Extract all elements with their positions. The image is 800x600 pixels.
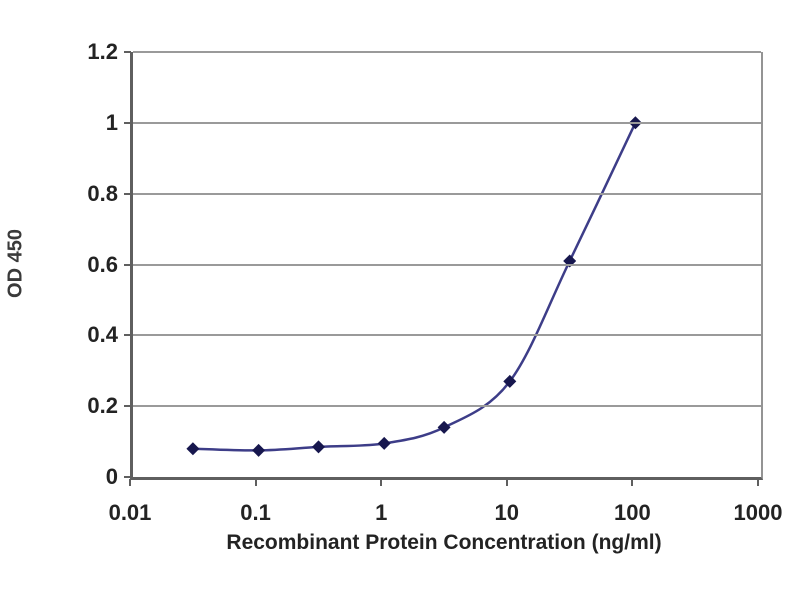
x-tick-label: 1000 (733, 500, 783, 525)
y-tick-label: 1.2 (87, 39, 118, 64)
data-point-marker (377, 436, 391, 450)
x-tick-mark (129, 479, 131, 486)
x-tick-label: 0.1 (240, 500, 271, 525)
y-tick-label: 0.6 (87, 251, 118, 277)
series-line (192, 122, 637, 452)
plot-area (130, 51, 763, 480)
y-tick-mark (124, 334, 131, 337)
x-tick-mark (631, 479, 634, 486)
data-point-marker (312, 440, 325, 454)
gridline (133, 192, 761, 195)
x-tick-label: 0.01 (108, 500, 152, 525)
data-point-marker (503, 374, 517, 388)
gridline (133, 121, 761, 124)
data-point-marker (437, 420, 451, 434)
gridline (133, 51, 761, 53)
x-axis-title: Recombinant Protein Concentration (ng/ml… (226, 531, 662, 554)
gridline (133, 405, 761, 408)
data-point-marker (563, 254, 577, 268)
y-tick-mark (124, 192, 131, 195)
y-tick-label: 0.4 (87, 322, 118, 348)
y-tick-label: 0 (105, 464, 118, 489)
data-point-marker (186, 442, 200, 456)
y-tick-mark (124, 263, 131, 266)
x-tick-mark (380, 479, 383, 486)
y-tick-label: 0.2 (87, 393, 118, 419)
x-tick-mark (254, 479, 257, 486)
x-tick-label: 1 (375, 500, 388, 525)
y-tick-label: 0.8 (87, 180, 118, 206)
y-tick-mark (124, 476, 131, 478)
y-tick-mark (124, 405, 131, 408)
x-tick-label: 10 (494, 500, 520, 525)
y-tick-mark (124, 51, 131, 53)
gridline (133, 263, 761, 266)
y-tick-mark (124, 121, 131, 124)
data-point-marker (252, 443, 266, 457)
gridline (133, 334, 761, 337)
x-tick-mark (505, 479, 508, 486)
y-tick-label: 1 (105, 109, 118, 135)
x-tick-label: 100 (614, 500, 651, 525)
x-tick-mark (757, 479, 759, 486)
